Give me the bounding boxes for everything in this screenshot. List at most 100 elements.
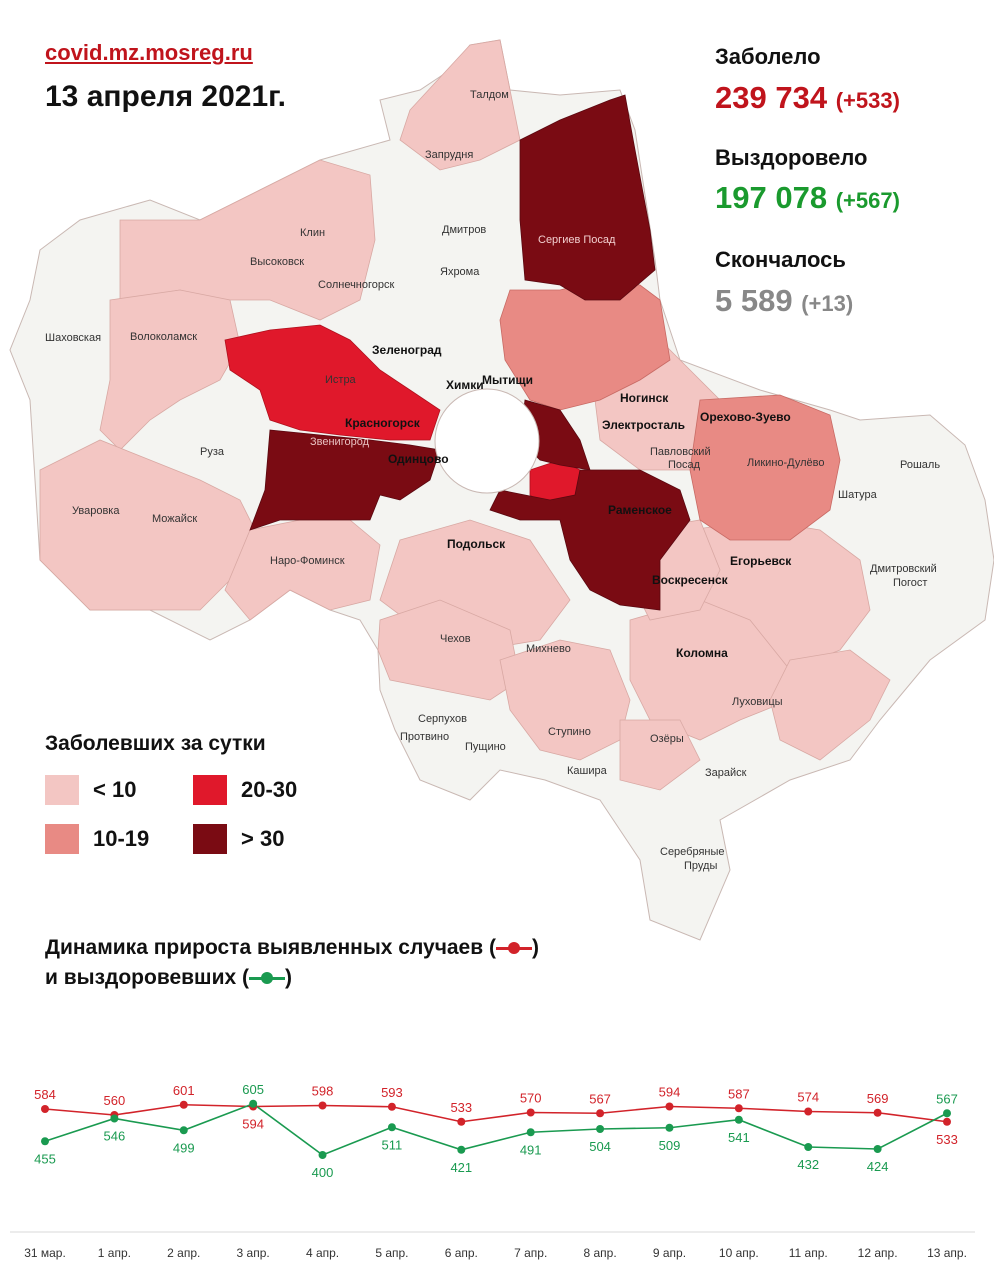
died-value: 5 589 — [715, 283, 793, 318]
legend-swatch — [193, 824, 227, 854]
svg-text:Наро-Фоминск: Наро-Фоминск — [270, 555, 345, 567]
region-chekhov — [377, 599, 521, 701]
legend-label: > 30 — [241, 826, 285, 851]
recovered-point — [179, 1126, 188, 1135]
infected-point — [734, 1104, 743, 1113]
infected-data-label: 594 — [242, 1117, 264, 1132]
legend-item-10-19: 10-19 — [45, 824, 149, 854]
infected-value: 239 734 — [715, 80, 828, 115]
recovered-data-label: 541 — [728, 1130, 750, 1145]
recovered-data-label: 546 — [104, 1129, 126, 1144]
svg-text:Дмитровский: Дмитровский — [870, 563, 937, 575]
recovered-point — [804, 1143, 813, 1151]
region-ozyory — [619, 719, 701, 791]
svg-text:Запрудня: Запрудня — [425, 149, 473, 161]
region-lukhovitsy — [769, 649, 891, 761]
infected-data-label: 570 — [520, 1091, 542, 1106]
recovered-point — [249, 1099, 258, 1108]
infected-marker-icon — [495, 941, 532, 955]
map-labels: Талдом Запрудня Дмитров Яхрома Сергиев П… — [45, 89, 940, 872]
infected-label: Заболело — [715, 44, 821, 69]
region-istra — [224, 324, 441, 441]
dynamics-chart: 31 мар. 1 апр. 2 апр. 3 апр. 4 апр. 5 апр. 6 а… — [10, 1082, 975, 1260]
infected-point — [943, 1117, 951, 1126]
legend-item-lt10: < 10 — [45, 775, 136, 805]
svg-text:Раменское: Раменское — [608, 503, 672, 517]
legend-item-20-30: 20-30 — [193, 775, 297, 805]
recovered-data-label: 567 — [936, 1091, 958, 1106]
svg-text:Рошаль: Рошаль — [900, 459, 940, 471]
infected-data-label: 533 — [450, 1100, 472, 1115]
recovered-data-label: 491 — [520, 1142, 542, 1157]
svg-text:Зарайск: Зарайск — [705, 767, 747, 779]
x-tick-label: 7 апр. — [514, 1246, 547, 1260]
svg-text:Уваровка: Уваровка — [72, 505, 120, 517]
infected-data-label: 594 — [659, 1085, 681, 1100]
svg-text:Химки: Химки — [446, 378, 484, 392]
svg-text:Электросталь: Электросталь — [602, 418, 685, 432]
x-tick-label: 31 мар. — [24, 1246, 66, 1260]
svg-text:Волоколамск: Волоколамск — [130, 331, 197, 343]
svg-text:Серебряные: Серебряные — [660, 846, 725, 858]
infected-delta: (+533) — [835, 88, 900, 113]
site-link[interactable]: covid.mz.mosreg.ru — [45, 40, 253, 65]
svg-text:Солнечногорск: Солнечногорск — [318, 279, 394, 291]
recovered-data-label: 455 — [34, 1151, 56, 1166]
svg-text:Звенигород: Звенигород — [310, 436, 370, 448]
x-tick-label: 12 апр. — [858, 1246, 898, 1260]
infected-point — [387, 1102, 396, 1111]
svg-text:Луховицы: Луховицы — [732, 696, 783, 708]
svg-text:Талдом: Талдом — [470, 89, 509, 101]
svg-text:Ногинск: Ногинск — [620, 391, 669, 405]
svg-text:Пущино: Пущино — [465, 741, 506, 753]
svg-text:Серпухов: Серпухов — [418, 713, 467, 725]
svg-text:Одинцово: Одинцово — [388, 452, 449, 466]
recovered-point — [665, 1123, 674, 1132]
legend-swatch — [193, 775, 227, 805]
region-sergiev-posad — [519, 94, 656, 301]
recovered-data-label: 504 — [589, 1139, 611, 1154]
recovered-point — [457, 1145, 466, 1154]
infected-data-label: 587 — [728, 1086, 750, 1101]
recovered-data-label: 421 — [450, 1160, 472, 1175]
x-tick-label: 9 апр. — [653, 1246, 686, 1260]
svg-text:Руза: Руза — [200, 446, 225, 458]
svg-text:Шатура: Шатура — [838, 489, 878, 501]
svg-text:Павловский: Павловский — [650, 446, 711, 458]
recovered-label: Выздоровело — [715, 145, 868, 170]
svg-text:Красногорск: Красногорск — [345, 416, 421, 430]
infected-data-label: 533 — [936, 1132, 958, 1147]
infected-point — [179, 1100, 188, 1109]
dynamics-line-2: и выздоровевших () — [45, 966, 292, 989]
svg-text:Коломна: Коломна — [676, 646, 728, 660]
recovered-delta: (+567) — [835, 188, 900, 213]
infected-point — [665, 1102, 674, 1111]
infected-data-label: 598 — [312, 1084, 334, 1099]
svg-text:Пруды: Пруды — [684, 860, 717, 872]
recovered-point — [41, 1137, 49, 1146]
infected-point — [318, 1101, 327, 1110]
recovered-point — [526, 1128, 535, 1137]
svg-text:Шаховская: Шаховская — [45, 332, 101, 344]
legend-swatch — [45, 824, 79, 854]
svg-text:Михнево: Михнево — [526, 643, 571, 655]
regions-lt10 — [39, 39, 891, 791]
infected-data-label: 593 — [381, 1085, 403, 1100]
dynamics-title: Динамика прироста выявленных случаев () … — [45, 933, 539, 993]
x-tick-label: 3 апр. — [237, 1246, 270, 1260]
recovered-value: 197 078 — [715, 180, 828, 215]
svg-text:Посад: Посад — [668, 459, 701, 471]
recovered-data-label: 605 — [242, 1082, 264, 1097]
svg-text:Подольск: Подольск — [447, 537, 506, 551]
recovered-data-label: 400 — [312, 1165, 334, 1180]
recovered-data-label: 432 — [797, 1157, 819, 1172]
region-volokolamsk — [99, 289, 241, 451]
infected-point — [596, 1109, 605, 1118]
infected-data-label: 569 — [867, 1091, 889, 1106]
svg-text:Кашира: Кашира — [567, 765, 608, 777]
recovered-data-label: 511 — [382, 1137, 403, 1152]
x-tick-label: 10 апр. — [719, 1246, 759, 1260]
infected-point — [457, 1117, 466, 1126]
region-orekhovo-zuevo — [689, 394, 841, 541]
svg-text:Ликино-Дулёво: Ликино-Дулёво — [747, 457, 825, 469]
